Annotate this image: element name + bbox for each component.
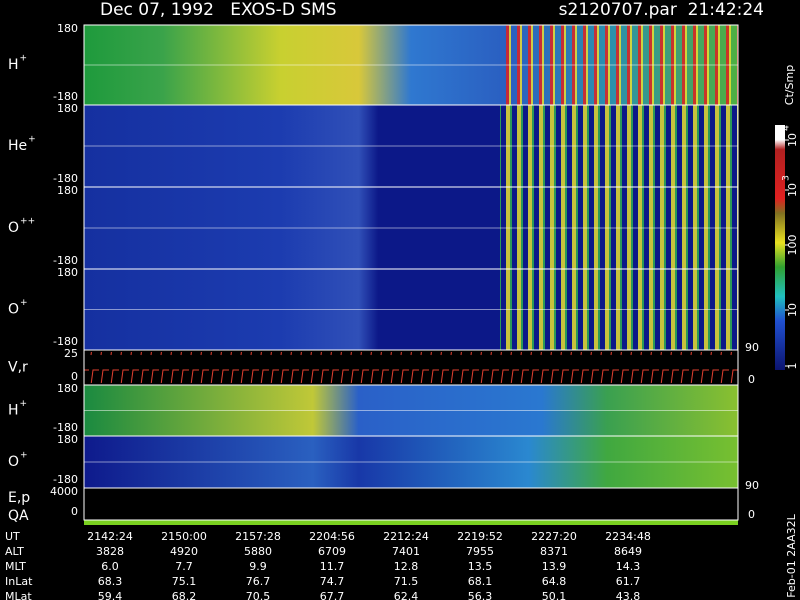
colorbar-label-sup: 3: [782, 175, 792, 181]
row-label: MLT: [5, 560, 26, 573]
axis-bottom: -180: [53, 473, 78, 486]
colorbar-label: 10: [786, 303, 799, 317]
cell: 8371: [540, 545, 568, 558]
axis-top: 180: [57, 382, 78, 395]
panel-label: O: [8, 454, 19, 470]
cell: 14.3: [616, 560, 641, 573]
title: Dec 07, 1992 EXOS-D SMS: [100, 0, 337, 20]
axis-bottom: 0: [71, 370, 78, 383]
panel-label: H: [8, 57, 19, 73]
cell: 13.5: [468, 560, 493, 573]
right-axis-bottom: 0: [748, 508, 755, 521]
panel-frame: [83, 487, 739, 521]
cell: 6.0: [101, 560, 119, 573]
cell: 5880: [244, 545, 272, 558]
cell: 62.4: [394, 590, 419, 600]
axis-bottom: -180: [53, 421, 78, 434]
panel-label-sup: +: [20, 399, 28, 409]
panel-label: O: [8, 220, 19, 236]
cell: 56.3: [468, 590, 493, 600]
axis-top: 4000: [50, 485, 78, 498]
row-label: InLat: [5, 575, 33, 588]
cell: 2204:56: [309, 530, 355, 543]
right-axis-top: 90: [745, 341, 759, 354]
axis-bottom: -180: [53, 335, 78, 348]
panels: [83, 24, 739, 525]
cell: 2212:24: [383, 530, 429, 543]
cell: 2157:28: [235, 530, 281, 543]
cell: 61.7: [616, 575, 641, 588]
colorbar-label: 100: [786, 235, 799, 256]
cell: 50.1: [542, 590, 567, 600]
colorbar-label: 10: [786, 183, 799, 197]
cell: 2142:24: [87, 530, 133, 543]
cell: 59.4: [98, 590, 123, 600]
cell: 2227:20: [531, 530, 577, 543]
spectrogram: [84, 488, 738, 520]
panel-label: H: [8, 403, 19, 419]
file-label: s2120707.par 21:42:24: [559, 0, 764, 20]
cell: 2234:48: [605, 530, 651, 543]
panel-label: E,p: [8, 490, 30, 506]
cell: 68.2: [172, 590, 197, 600]
cell: 4920: [170, 545, 198, 558]
axis-bottom: -180: [53, 172, 78, 185]
axis-top: 180: [57, 22, 78, 35]
footer: Feb-01 2AA32L: [785, 513, 798, 597]
row-label: ALT: [5, 545, 24, 558]
cell: 67.7: [320, 590, 345, 600]
colorbar-label: 10: [786, 133, 799, 147]
panel-label: He: [8, 138, 27, 154]
cell: 8649: [614, 545, 642, 558]
colorbar-unit: Ct/Smp: [783, 65, 796, 105]
colorbar-label: 1: [786, 363, 799, 370]
axis-top: 180: [57, 102, 78, 115]
panel-label-sup: +: [20, 298, 28, 308]
cell: 13.9: [542, 560, 567, 573]
cell: 71.5: [394, 575, 419, 588]
qa-strip: [84, 520, 738, 525]
cell: 11.7: [320, 560, 345, 573]
cell: 70.5: [246, 590, 271, 600]
panel-label: O: [8, 302, 19, 318]
cell: 76.7: [246, 575, 271, 588]
cell: 75.1: [172, 575, 197, 588]
axis-top: 25: [64, 347, 78, 360]
axis-bottom: -180: [53, 254, 78, 267]
cell: 9.9: [249, 560, 267, 573]
colorbar-label-sup: 4: [782, 125, 792, 131]
row-label: UT: [5, 530, 20, 543]
cell: 6709: [318, 545, 346, 558]
panel-label-sup: +: [20, 54, 28, 64]
cell: 7401: [392, 545, 420, 558]
panel-label: QA: [8, 508, 29, 524]
cell: 12.8: [394, 560, 419, 573]
cell: 43.8: [616, 590, 641, 600]
cell: 7955: [466, 545, 494, 558]
cell: 68.1: [468, 575, 493, 588]
right-axis-top: 90: [745, 479, 759, 492]
cell: 2150:00: [161, 530, 207, 543]
panel-label-sup: ++: [20, 217, 35, 227]
axis-bottom: 0: [71, 505, 78, 518]
cell: 3828: [96, 545, 124, 558]
cell: 68.3: [98, 575, 123, 588]
panel-label-sup: +: [20, 451, 28, 461]
cell: 7.7: [175, 560, 193, 573]
axis-top: 180: [57, 266, 78, 279]
axis-top: 180: [57, 184, 78, 197]
cell: 74.7: [320, 575, 345, 588]
trace: [84, 352, 738, 383]
panel-label-sup: +: [28, 135, 36, 145]
cell: 2219:52: [457, 530, 503, 543]
cell: 64.8: [542, 575, 567, 588]
panel-label: V,r: [8, 360, 28, 376]
colorbar: [775, 125, 785, 370]
row-label: MLat: [5, 590, 32, 600]
axis-bottom: -180: [53, 90, 78, 103]
right-axis-bottom: 0: [748, 373, 755, 386]
axis-top: 180: [57, 433, 78, 446]
